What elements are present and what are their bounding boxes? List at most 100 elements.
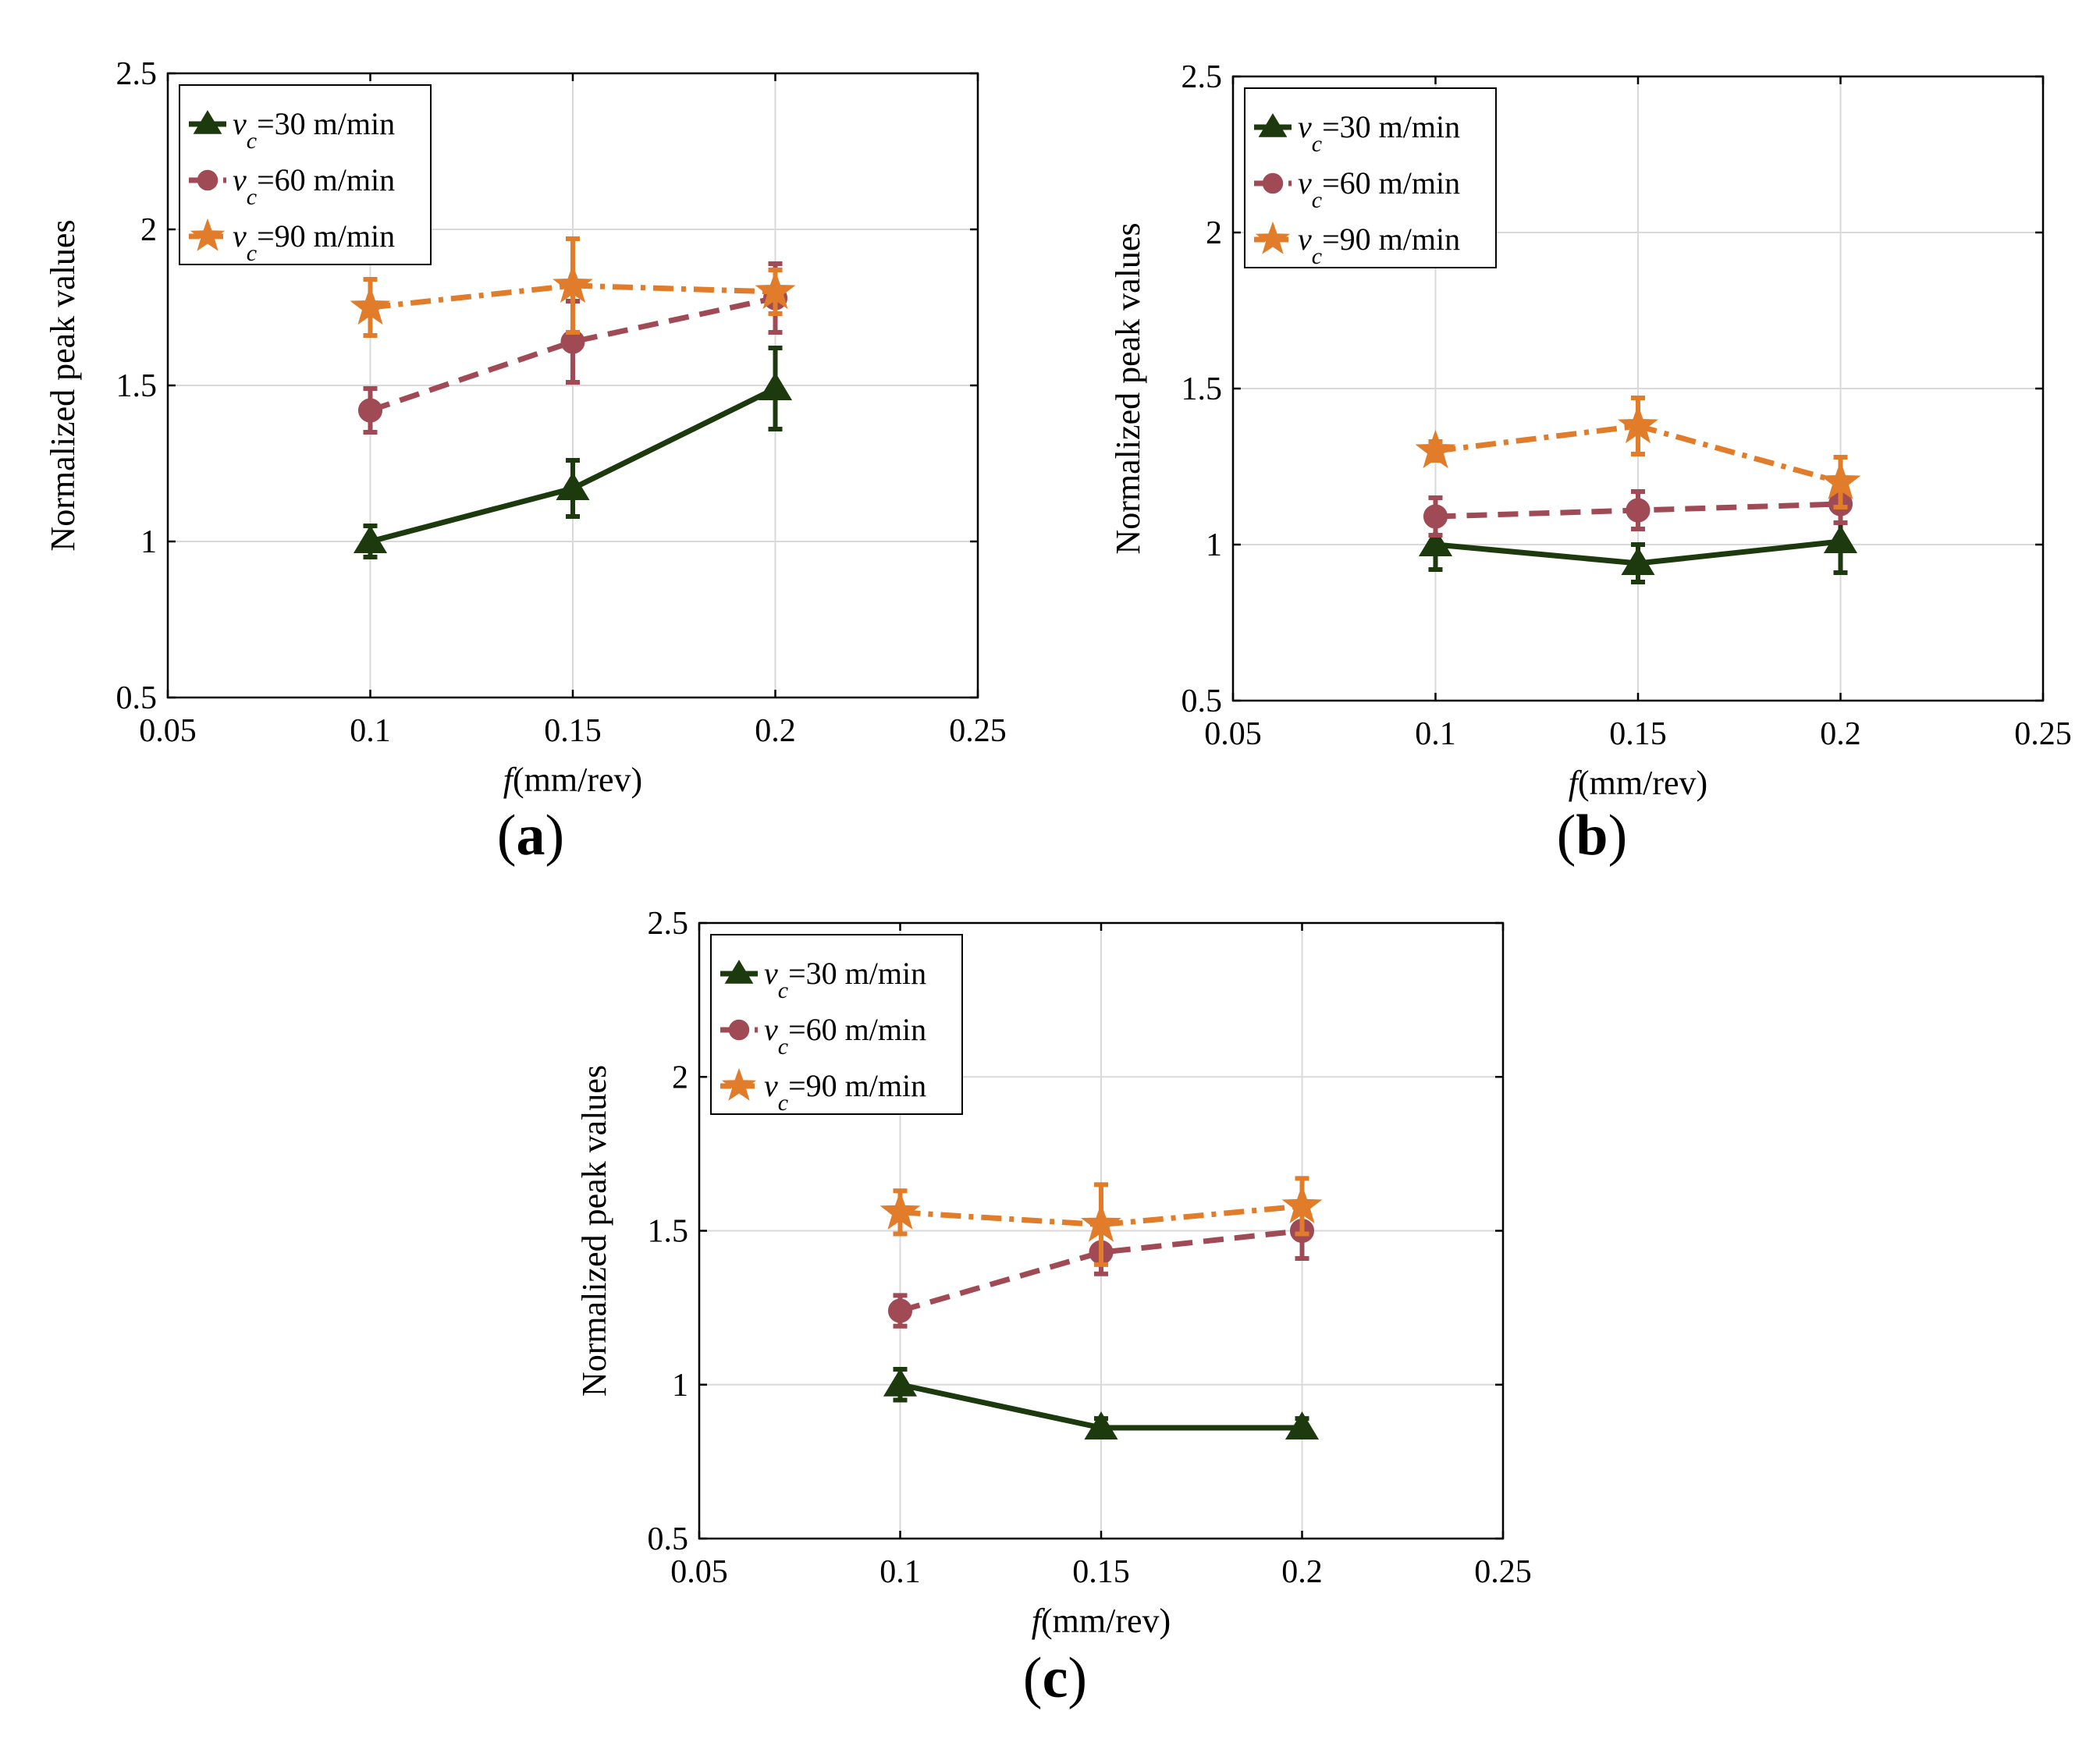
legend-subscript: c <box>247 128 257 154</box>
y-tick-label: 2.5 <box>116 56 158 92</box>
x-axis-label: f(mm/rev) <box>503 761 642 799</box>
panel-label-close: ) <box>545 804 565 868</box>
series-s90 <box>350 236 796 338</box>
legend-subscript: c <box>778 978 788 1003</box>
y-tick-label: 1.5 <box>116 368 158 404</box>
x-tick-label: 0.05 <box>1204 716 1262 752</box>
series-s90 <box>1415 396 1861 509</box>
x-axis-label-unit: (mm/rev) <box>1578 764 1707 802</box>
data-point <box>1820 460 1861 500</box>
data-point <box>1423 504 1448 529</box>
panel-label-open: ( <box>1023 1646 1043 1710</box>
panel-label: (c) <box>1023 1646 1087 1710</box>
legend-subscript: c <box>778 1034 788 1060</box>
legend-entry-s90: vc=90 m/min <box>233 218 395 266</box>
y-tick-label: 1.5 <box>648 1214 689 1250</box>
legend-subscript: c <box>778 1090 788 1116</box>
y-tick-label: 2.5 <box>1181 59 1223 95</box>
data-point <box>1415 429 1456 469</box>
y-tick-label: 2 <box>1206 215 1222 251</box>
x-tick-label: 0.05 <box>670 1554 728 1590</box>
legend-text: =30 m/min <box>257 106 395 141</box>
x-axis-label-unit: (mm/rev) <box>1041 1602 1171 1640</box>
legend-marker <box>1258 113 1288 137</box>
panel-label-close: ) <box>1608 804 1628 868</box>
x-tick-label: 0.15 <box>544 713 602 749</box>
y-tick-label: 2 <box>672 1060 688 1095</box>
legend-var: v <box>764 1012 778 1047</box>
legend-text: =60 m/min <box>257 162 395 197</box>
legend-subscript: c <box>1312 187 1322 213</box>
x-tick-label: 0.1 <box>350 713 391 749</box>
legend-text: =90 m/min <box>788 1068 926 1103</box>
panel-label: (a) <box>497 804 564 868</box>
y-tick-label: 0.5 <box>1181 683 1223 719</box>
x-axis-label: f(mm/rev) <box>1032 1602 1171 1640</box>
y-tick-label: 1 <box>672 1368 688 1404</box>
data-point <box>350 286 391 325</box>
x-tick-label: 0.25 <box>949 713 1007 749</box>
legend-marker <box>721 1067 757 1101</box>
legend-subscript: c <box>1312 131 1322 157</box>
chart-panel-c: 0.05 0.1 0.15 0.2 0.25 0.5 1 1.5 2 2.5 f(mm/rev) No… <box>575 906 1532 1710</box>
data-point <box>1418 528 1453 556</box>
y-tick-label: 2 <box>140 212 157 248</box>
legend-text: =90 m/min <box>1322 222 1460 257</box>
legend-subscript: c <box>1312 243 1322 269</box>
legend-entry-s30: vc=30 m/min <box>233 106 395 154</box>
series-line <box>900 1203 1302 1228</box>
y-tick-label: 2.5 <box>648 906 689 942</box>
legend-text: =90 m/min <box>257 218 395 254</box>
legend-marker <box>190 218 226 251</box>
legend-var: v <box>764 956 778 991</box>
x-tick-label: 0.1 <box>879 1554 921 1590</box>
series-line <box>899 1228 1302 1314</box>
x-tick-label: 0.05 <box>139 713 197 749</box>
legend-marker <box>1255 221 1291 254</box>
legend-subscript: c <box>247 240 257 266</box>
data-point <box>1618 404 1658 444</box>
y-tick-label: 1.5 <box>1181 371 1223 407</box>
series-s30 <box>1418 508 1858 584</box>
legend-marker <box>724 960 754 984</box>
data-point <box>556 472 590 500</box>
legend-entry-s60: vc=60 m/min <box>1298 165 1460 213</box>
legend-var: v <box>233 162 247 197</box>
legend-entry-s60: vc=60 m/min <box>233 162 395 210</box>
x-tick-label: 0.15 <box>1609 716 1667 752</box>
data-point <box>1081 1203 1121 1242</box>
data-point <box>1285 1411 1320 1439</box>
series-s30 <box>883 1367 1320 1439</box>
panel-label: (b) <box>1557 804 1627 868</box>
legend-entry-s90: vc=90 m/min <box>1298 222 1460 269</box>
panel-label-letter: a <box>517 804 545 868</box>
chart-panel-a: 0.05 0.1 0.15 0.2 0.25 0.5 1 1.5 2 2.5 f(mm/rev) No… <box>44 56 1007 868</box>
x-tick-label: 0.15 <box>1072 1554 1130 1590</box>
data-point <box>758 372 793 400</box>
x-tick-label: 0.25 <box>1474 1554 1532 1590</box>
x-tick-label: 0.2 <box>755 713 796 749</box>
legend-var: v <box>764 1068 778 1103</box>
legend-text: =60 m/min <box>1322 165 1460 201</box>
legend-marker <box>728 1019 750 1041</box>
x-axis-label-unit: (mm/rev) <box>513 761 642 799</box>
panel-label-letter: c <box>1043 1646 1068 1710</box>
data-point <box>883 1368 918 1397</box>
x-tick-label: 0.2 <box>1820 716 1861 752</box>
panel-label-close: ) <box>1068 1646 1087 1710</box>
data-point <box>357 398 383 423</box>
x-axis-label: f(mm/rev) <box>1569 764 1707 802</box>
x-tick-label: 0.2 <box>1281 1554 1323 1590</box>
legend-entry-s30: vc=30 m/min <box>1298 109 1460 157</box>
legend-marker <box>1262 172 1284 194</box>
legend-var: v <box>1298 222 1312 257</box>
y-tick-label: 0.5 <box>116 680 158 716</box>
legend-entry-s30: vc=30 m/min <box>764 956 926 1003</box>
data-point <box>887 1298 913 1323</box>
legend-marker <box>193 110 222 134</box>
